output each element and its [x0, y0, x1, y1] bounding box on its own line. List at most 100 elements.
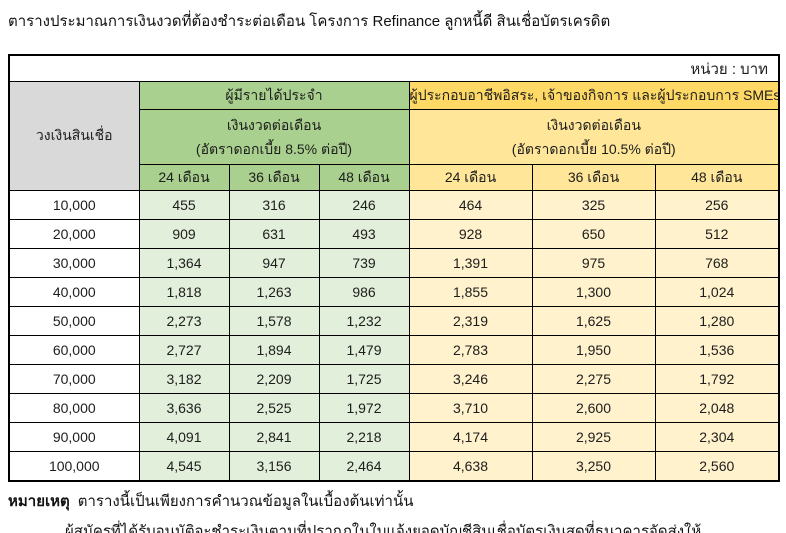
- month-header-regular-48: 48 เดือน: [318, 164, 410, 191]
- group-header-row: วงเงินสินเชื่อ ผู้มีรายได้ประจำ ผู้ประกอ…: [8, 81, 780, 191]
- payment-cell: 1,232: [318, 306, 410, 336]
- payment-cell: 2,319: [408, 306, 533, 336]
- payment-cell: 512: [654, 219, 780, 249]
- table-row: 20,000 909 631 493 928 650 512: [8, 219, 780, 249]
- loan-amount-cell: 90,000: [8, 422, 140, 452]
- payment-cell: 1,818: [138, 277, 230, 307]
- payment-cell: 947: [228, 248, 320, 278]
- table-row: 80,000 3,636 2,525 1,972 3,710 2,600 2,0…: [8, 393, 780, 423]
- payment-cell: 1,578: [228, 306, 320, 336]
- payment-cell: 256: [654, 190, 780, 220]
- payment-cell: 2,048: [654, 393, 780, 423]
- installment-label-regular: เงินงวดต่อเดือน: [226, 117, 322, 133]
- payment-cell: 2,275: [531, 364, 656, 394]
- page-title: ตารางประมาณการเงินงวดที่ต้องชำระต่อเดือน…: [8, 13, 611, 30]
- payment-cell: 1,625: [531, 306, 656, 336]
- note-label: หมายเหตุ: [8, 493, 70, 510]
- payment-cell: 631: [228, 219, 320, 249]
- month-header-regular-24: 24 เดือน: [138, 164, 230, 191]
- installment-table: หน่วย : บาท วงเงินสินเชื่อ ผู้มีรายได้ปร…: [8, 54, 781, 482]
- payment-cell: 2,218: [318, 422, 410, 452]
- payment-cell: 2,304: [654, 422, 780, 452]
- payment-cell: 3,636: [138, 393, 230, 423]
- payment-cell: 1,300: [531, 277, 656, 307]
- loan-amount-cell: 80,000: [8, 393, 140, 423]
- payment-cell: 975: [531, 248, 656, 278]
- payment-cell: 909: [138, 219, 230, 249]
- loan-amount-cell: 50,000: [8, 306, 140, 336]
- loan-amount-cell: 60,000: [8, 335, 140, 365]
- table-row: 100,000 4,545 3,156 2,464 4,638 3,250 2,…: [8, 451, 780, 482]
- month-header-sme-24: 24 เดือน: [408, 164, 533, 191]
- payment-cell: 2,209: [228, 364, 320, 394]
- payment-cell: 1,263: [228, 277, 320, 307]
- month-header-regular-36: 36 เดือน: [228, 164, 320, 191]
- payment-cell: 325: [531, 190, 656, 220]
- payment-cell: 3,710: [408, 393, 533, 423]
- loan-amount-cell: 40,000: [8, 277, 140, 307]
- payment-cell: 1,950: [531, 335, 656, 365]
- payment-cell: 2,841: [228, 422, 320, 452]
- payment-cell: 2,727: [138, 335, 230, 365]
- group-header-regular: ผู้มีรายได้ประจำ: [138, 81, 410, 110]
- loan-amount-cell: 20,000: [8, 219, 140, 249]
- payment-cell: 3,246: [408, 364, 533, 394]
- group-header-sme: ผู้ประกอบอาชีพอิสระ, เจ้าของกิจการ และผู…: [408, 81, 780, 110]
- loan-amount-cell: 70,000: [8, 364, 140, 394]
- payment-cell: 986: [318, 277, 410, 307]
- payment-cell: 650: [531, 219, 656, 249]
- month-header-sme-48: 48 เดือน: [654, 164, 780, 191]
- subheader-sme: เงินงวดต่อเดือน (อัตราดอกเบี้ย 10.5% ต่อ…: [408, 109, 780, 165]
- payment-cell: 2,600: [531, 393, 656, 423]
- payment-cell: 1,894: [228, 335, 320, 365]
- payment-cell: 1,280: [654, 306, 780, 336]
- table-row: 60,000 2,727 1,894 1,479 2,783 1,950 1,5…: [8, 335, 780, 365]
- payment-cell: 4,174: [408, 422, 533, 452]
- rate-label-regular: (อัตราดอกเบี้ย 8.5% ต่อปี): [195, 141, 353, 157]
- payment-cell: 246: [318, 190, 410, 220]
- payment-cell: 1,364: [138, 248, 230, 278]
- subheader-row: เงินงวดต่อเดือน (อัตราดอกเบี้ย 8.5% ต่อป…: [9, 109, 780, 165]
- payment-cell: 1,024: [654, 277, 780, 307]
- payment-cell: 1,972: [318, 393, 410, 423]
- loan-amount-cell: 100,000: [8, 451, 140, 482]
- table-row: 70,000 3,182 2,209 1,725 3,246 2,275 1,7…: [8, 364, 780, 394]
- payment-cell: 1,391: [408, 248, 533, 278]
- payment-cell: 3,250: [531, 451, 656, 482]
- payment-cell: 2,525: [228, 393, 320, 423]
- unit-label: หน่วย : บาท: [8, 54, 780, 82]
- payment-cell: 4,091: [138, 422, 230, 452]
- payment-cell: 1,479: [318, 335, 410, 365]
- footnotes: หมายเหตุ ตารางนี้เป็นเพียงการคำนวณข้อมูลใ…: [8, 489, 786, 533]
- payment-cell: 928: [408, 219, 533, 249]
- payment-cell: 2,783: [408, 335, 533, 365]
- subheader-regular: เงินงวดต่อเดือน (อัตราดอกเบี้ย 8.5% ต่อป…: [138, 109, 410, 165]
- rate-label-sme: (อัตราดอกเบี้ย 10.5% ต่อปี): [511, 141, 676, 157]
- payment-cell: 3,182: [138, 364, 230, 394]
- month-header-row: 24 เดือน 36 เดือน 48 เดือน 24 เดือน 36 เ…: [9, 164, 780, 191]
- table-row: 30,000 1,364 947 739 1,391 975 768: [8, 248, 780, 278]
- note-line-2: ผู้สมัครที่ได้รับอนุมัติจะชำระเงินตามที่…: [65, 523, 702, 533]
- payment-cell: 464: [408, 190, 533, 220]
- installment-label-sme: เงินงวดต่อเดือน: [546, 117, 641, 133]
- payment-cell: 2,925: [531, 422, 656, 452]
- loan-amount-cell: 30,000: [8, 248, 140, 278]
- loan-column-header: วงเงินสินเชื่อ: [8, 81, 140, 191]
- table-row: 10,000 455 316 246 464 325 256: [8, 190, 780, 220]
- payment-cell: 4,638: [408, 451, 533, 482]
- loan-amount-cell: 10,000: [8, 190, 140, 220]
- payment-cell: 455: [138, 190, 230, 220]
- payment-cell: 2,273: [138, 306, 230, 336]
- note-text-1: ตารางนี้เป็นเพียงการคำนวณข้อมูลในเบื้องต…: [77, 493, 414, 510]
- table-row: 40,000 1,818 1,263 986 1,855 1,300 1,024: [8, 277, 780, 307]
- payment-cell: 2,560: [654, 451, 780, 482]
- payment-cell: 1,725: [318, 364, 410, 394]
- unit-row: หน่วย : บาท: [8, 54, 780, 82]
- note-line-1: หมายเหตุ ตารางนี้เป็นเพียงการคำนวณข้อมูลใ…: [8, 489, 786, 513]
- payment-cell: 316: [228, 190, 320, 220]
- payment-cell: 1,792: [654, 364, 780, 394]
- payment-cell: 4,545: [138, 451, 230, 482]
- payment-cell: 1,855: [408, 277, 533, 307]
- payment-cell: 2,464: [318, 451, 410, 482]
